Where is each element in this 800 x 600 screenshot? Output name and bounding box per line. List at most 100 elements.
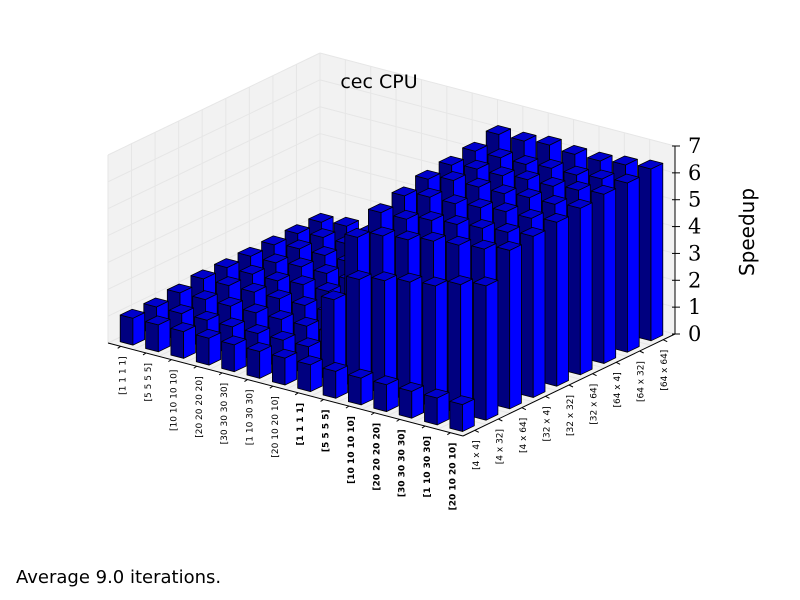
- bar-face-top: [244, 324, 271, 334]
- y-tick-mark: [639, 350, 644, 354]
- bar-face-front: [520, 232, 534, 398]
- bar-7-1: [320, 290, 347, 381]
- grid-line-z: [107, 52, 321, 156]
- bar-face-side: [434, 279, 448, 408]
- bar-face-top: [237, 246, 263, 257]
- bar-face-top: [536, 135, 562, 146]
- y-tick-label: [32 x 4]: [542, 406, 552, 441]
- bar-face-side: [509, 244, 522, 410]
- bar-4-0: [221, 335, 247, 373]
- bar-face-top: [166, 283, 193, 294]
- x-tick-label: [1 10 30 30]: [246, 390, 256, 446]
- bar-face-top: [440, 171, 466, 181]
- x-tick-mark: [269, 385, 274, 389]
- y-tick-mark: [662, 339, 668, 343]
- bar-face-top: [438, 155, 464, 166]
- grid-line-z: [107, 186, 321, 290]
- bar-face-top: [320, 290, 347, 301]
- bar-face-top: [472, 276, 499, 287]
- bar-face-top: [491, 184, 517, 195]
- grid-line-z: [107, 133, 321, 237]
- x-tick-labels: [1 1 1 1] [5 5 5 5] [10 10 10 10] [20 20 20…: [119, 356, 459, 510]
- x-tick-mark: [447, 432, 451, 436]
- bar-8-0: [322, 361, 348, 399]
- grid-line-z: [107, 213, 321, 317]
- y-tick-label: [4 x 64]: [519, 418, 529, 453]
- bar-face-top: [284, 224, 311, 235]
- z-axis-label: Speedup: [735, 188, 759, 276]
- bar-13-3: [520, 226, 546, 398]
- x-tick-mark: [421, 425, 426, 429]
- bar-face-top: [462, 141, 488, 152]
- bar-9-1: [371, 271, 397, 395]
- grid-line-z: [107, 159, 321, 263]
- y-tick-label: [32 x 32]: [566, 395, 576, 436]
- x-tick-mark: [168, 359, 172, 363]
- z-tick-labels: 0 1 2 34 5 6 7: [688, 134, 701, 346]
- y-tick-mark: [568, 384, 574, 388]
- bar-face-top: [469, 219, 495, 229]
- bar-face-top: [467, 198, 493, 209]
- bar-face-side: [650, 162, 664, 342]
- bar-face-top: [614, 173, 640, 184]
- x-tick-label: [20 20 20 20]: [195, 376, 205, 437]
- bar-face-front: [221, 341, 235, 373]
- bar-face-top: [217, 296, 243, 307]
- bar-face-side: [532, 230, 546, 398]
- bar-face-top: [310, 228, 336, 238]
- z-tick-label: 3: [688, 241, 701, 265]
- bar-13-6: [590, 184, 617, 364]
- bar-6-0: [271, 348, 298, 386]
- bar-face-front: [614, 179, 628, 353]
- bar-0-0: [119, 308, 146, 346]
- bar-13-1: [472, 276, 499, 421]
- x-tick-mark: [142, 352, 147, 356]
- bar-face-front: [371, 277, 386, 395]
- chart-title: cec CPU: [340, 71, 417, 93]
- z-tick-label: 2: [688, 268, 701, 292]
- x-tick-mark: [345, 405, 350, 409]
- bar-face-top: [541, 194, 568, 205]
- bar-face-front: [449, 400, 463, 432]
- bar-face-top: [311, 246, 338, 256]
- bar-face-side: [603, 188, 617, 364]
- bar-face-top: [395, 230, 421, 241]
- bar-face-top: [487, 148, 513, 159]
- y-tick-mark: [592, 373, 597, 377]
- bar-face-top: [563, 165, 589, 176]
- bar-face-top: [496, 240, 522, 251]
- z-tick-label: 5: [688, 188, 701, 212]
- bar-13-2: [496, 240, 522, 410]
- bar-face-top: [119, 308, 146, 319]
- bar-3-0: [195, 328, 222, 366]
- bar-face-top: [295, 337, 321, 348]
- bar-face-front: [472, 282, 487, 421]
- bar-face-top: [347, 368, 374, 379]
- x-tick-label: [30 30 30 30]: [398, 429, 408, 497]
- bar-face-top: [637, 159, 664, 170]
- bar-face-top: [489, 166, 515, 177]
- z-tick-label: 7: [688, 134, 701, 158]
- y-tick-mark: [545, 395, 550, 399]
- z-tick-label: 0: [688, 322, 701, 346]
- bar-face-front: [398, 387, 413, 419]
- bar-face-front: [145, 321, 159, 353]
- x-tick-mark: [396, 418, 400, 422]
- y-tick-label: [64 x 4]: [613, 372, 623, 407]
- bar-face-top: [170, 322, 196, 333]
- bar-face-top: [261, 235, 287, 246]
- bar-face-top: [346, 270, 372, 280]
- bar-face-top: [393, 209, 419, 220]
- y-tick-label: [32 x 64]: [590, 384, 600, 425]
- bar-face-top: [286, 239, 312, 250]
- bar-face-top: [344, 227, 370, 238]
- bar-face-side: [556, 216, 569, 387]
- z-tick-label: 4: [688, 215, 701, 239]
- bar-face-top: [494, 222, 520, 233]
- bar-face-top: [246, 342, 272, 352]
- bar-face-top: [293, 316, 320, 327]
- bar-face-top: [192, 290, 218, 301]
- bar-face-top: [322, 361, 348, 372]
- bar-13-4: [543, 212, 569, 387]
- bar-face-top: [463, 159, 490, 170]
